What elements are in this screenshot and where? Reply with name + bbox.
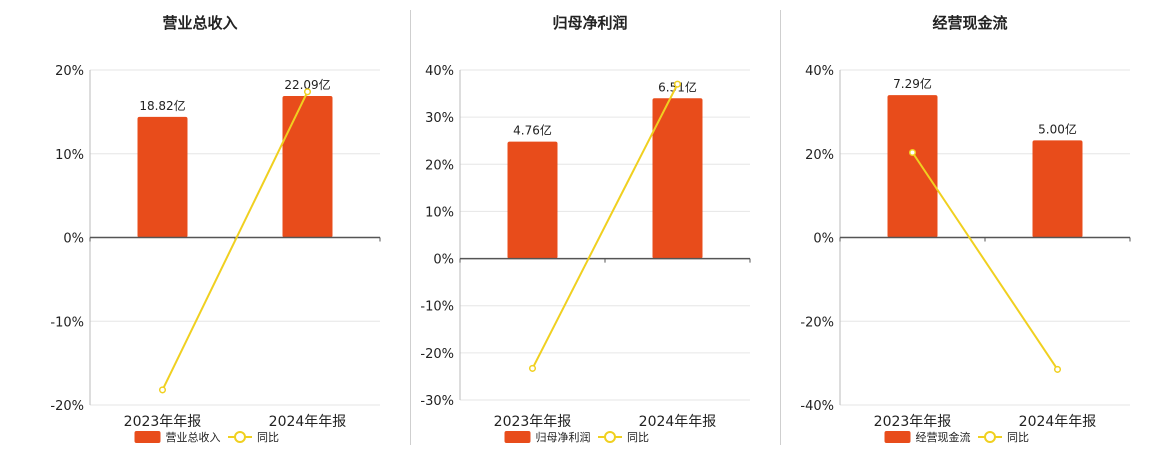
y-tick-label: -30% (420, 394, 454, 409)
legend-bar-swatch (504, 431, 531, 443)
y-tick-label: 30% (425, 111, 454, 126)
cash-flow-chart: 40% 20% 0% -20% -40% 7.29亿 5.00亿 2023年年报 2024年年报… (800, 64, 1131, 444)
legend-bar-swatch (134, 431, 161, 443)
legend-bar-label: 营业总收入 (166, 430, 221, 444)
chart-panel-net-profit: 归母净利润 40%30%20%10%0%-10%-20%-30%4.76亿6.5… (400, 0, 780, 450)
bar (652, 98, 703, 259)
y-tick-label: -10% (50, 315, 84, 330)
y-tick-label: 0% (433, 253, 454, 268)
legend-line-marker (604, 431, 616, 443)
bar (137, 116, 188, 238)
panel-divider (410, 10, 411, 445)
x-category-label: 2023年年报 (494, 414, 572, 430)
bar-value-label: 7.29亿 (893, 76, 932, 91)
panel-divider (780, 10, 781, 445)
bar-value-label: 5.00亿 (1038, 121, 1077, 136)
chart-title: 营业总收入 (162, 14, 238, 32)
bar-value-label: 18.82亿 (139, 98, 185, 113)
legend-bar-label: 经营现金流 (916, 430, 971, 444)
y-tick-label: -20% (420, 347, 454, 362)
yoy-line (911, 151, 1059, 370)
net-profit-chart: 40%30%20%10%0%-10%-20%-30%4.76亿6.51亿2023… (420, 64, 751, 444)
legend-bar-label: 归母净利润 (536, 430, 591, 444)
bar (887, 95, 938, 238)
yoy-point (1053, 365, 1062, 373)
y-tick-label: 40% (425, 64, 454, 79)
x-category-label: 2024年年报 (639, 414, 717, 430)
yoy-point (908, 148, 917, 157)
y-tick-label: 20% (805, 148, 834, 163)
yoy-point (158, 386, 167, 394)
bar (507, 141, 558, 259)
chart-panel-cash-flow: 经营现金流 40% 20% 0% -20% -40% 7.29亿 5.00亿 2023年年报 2… (780, 0, 1160, 450)
y-tick-label: 20% (55, 64, 84, 79)
yoy-line (161, 91, 309, 391)
legend-line-marker (234, 431, 246, 443)
yoy-point (673, 80, 682, 88)
chart-title: 经营现金流 (932, 14, 1008, 32)
bar-value-label: 4.76亿 (513, 123, 552, 138)
x-category-label: 2024年年报 (1019, 414, 1097, 430)
yoy-point (528, 364, 537, 372)
legend-bar-swatch (884, 431, 911, 443)
x-category-label: 2024年年报 (269, 414, 347, 430)
y-tick-label: 10% (425, 205, 454, 220)
bar (282, 95, 333, 238)
x-category-label: 2023年年报 (124, 414, 202, 430)
y-tick-label: -20% (800, 315, 834, 330)
y-tick-label: -40% (800, 399, 834, 414)
legend-line-marker (984, 431, 996, 443)
legend-line-label: 同比 (257, 431, 279, 444)
y-tick-label: -20% (50, 399, 84, 414)
legend-line-label: 同比 (1007, 431, 1029, 444)
x-category-label: 2023年年报 (874, 414, 952, 430)
yoy-line (531, 83, 679, 369)
y-tick-label: 0% (813, 232, 834, 247)
yoy-point (303, 88, 312, 96)
legend-line-label: 同比 (627, 431, 649, 444)
chart-title: 归母净利润 (552, 14, 628, 32)
bar (1032, 140, 1083, 238)
y-tick-label: 40% (805, 64, 834, 79)
y-tick-label: 20% (425, 158, 454, 173)
y-tick-label: -10% (420, 300, 454, 315)
revenue-chart: 20% 10% 0% -10% -20% 18.82亿 22.09亿 2023年年报 2024年… (50, 64, 381, 444)
y-tick-label: 0% (63, 232, 84, 247)
bar-value-label: 22.09亿 (284, 77, 330, 92)
chart-panel-revenue: 营业总收入 20% 10% 0% -10% -20% 18.82亿 22.09亿 2023年年… (0, 0, 400, 450)
y-tick-label: 10% (55, 148, 84, 163)
